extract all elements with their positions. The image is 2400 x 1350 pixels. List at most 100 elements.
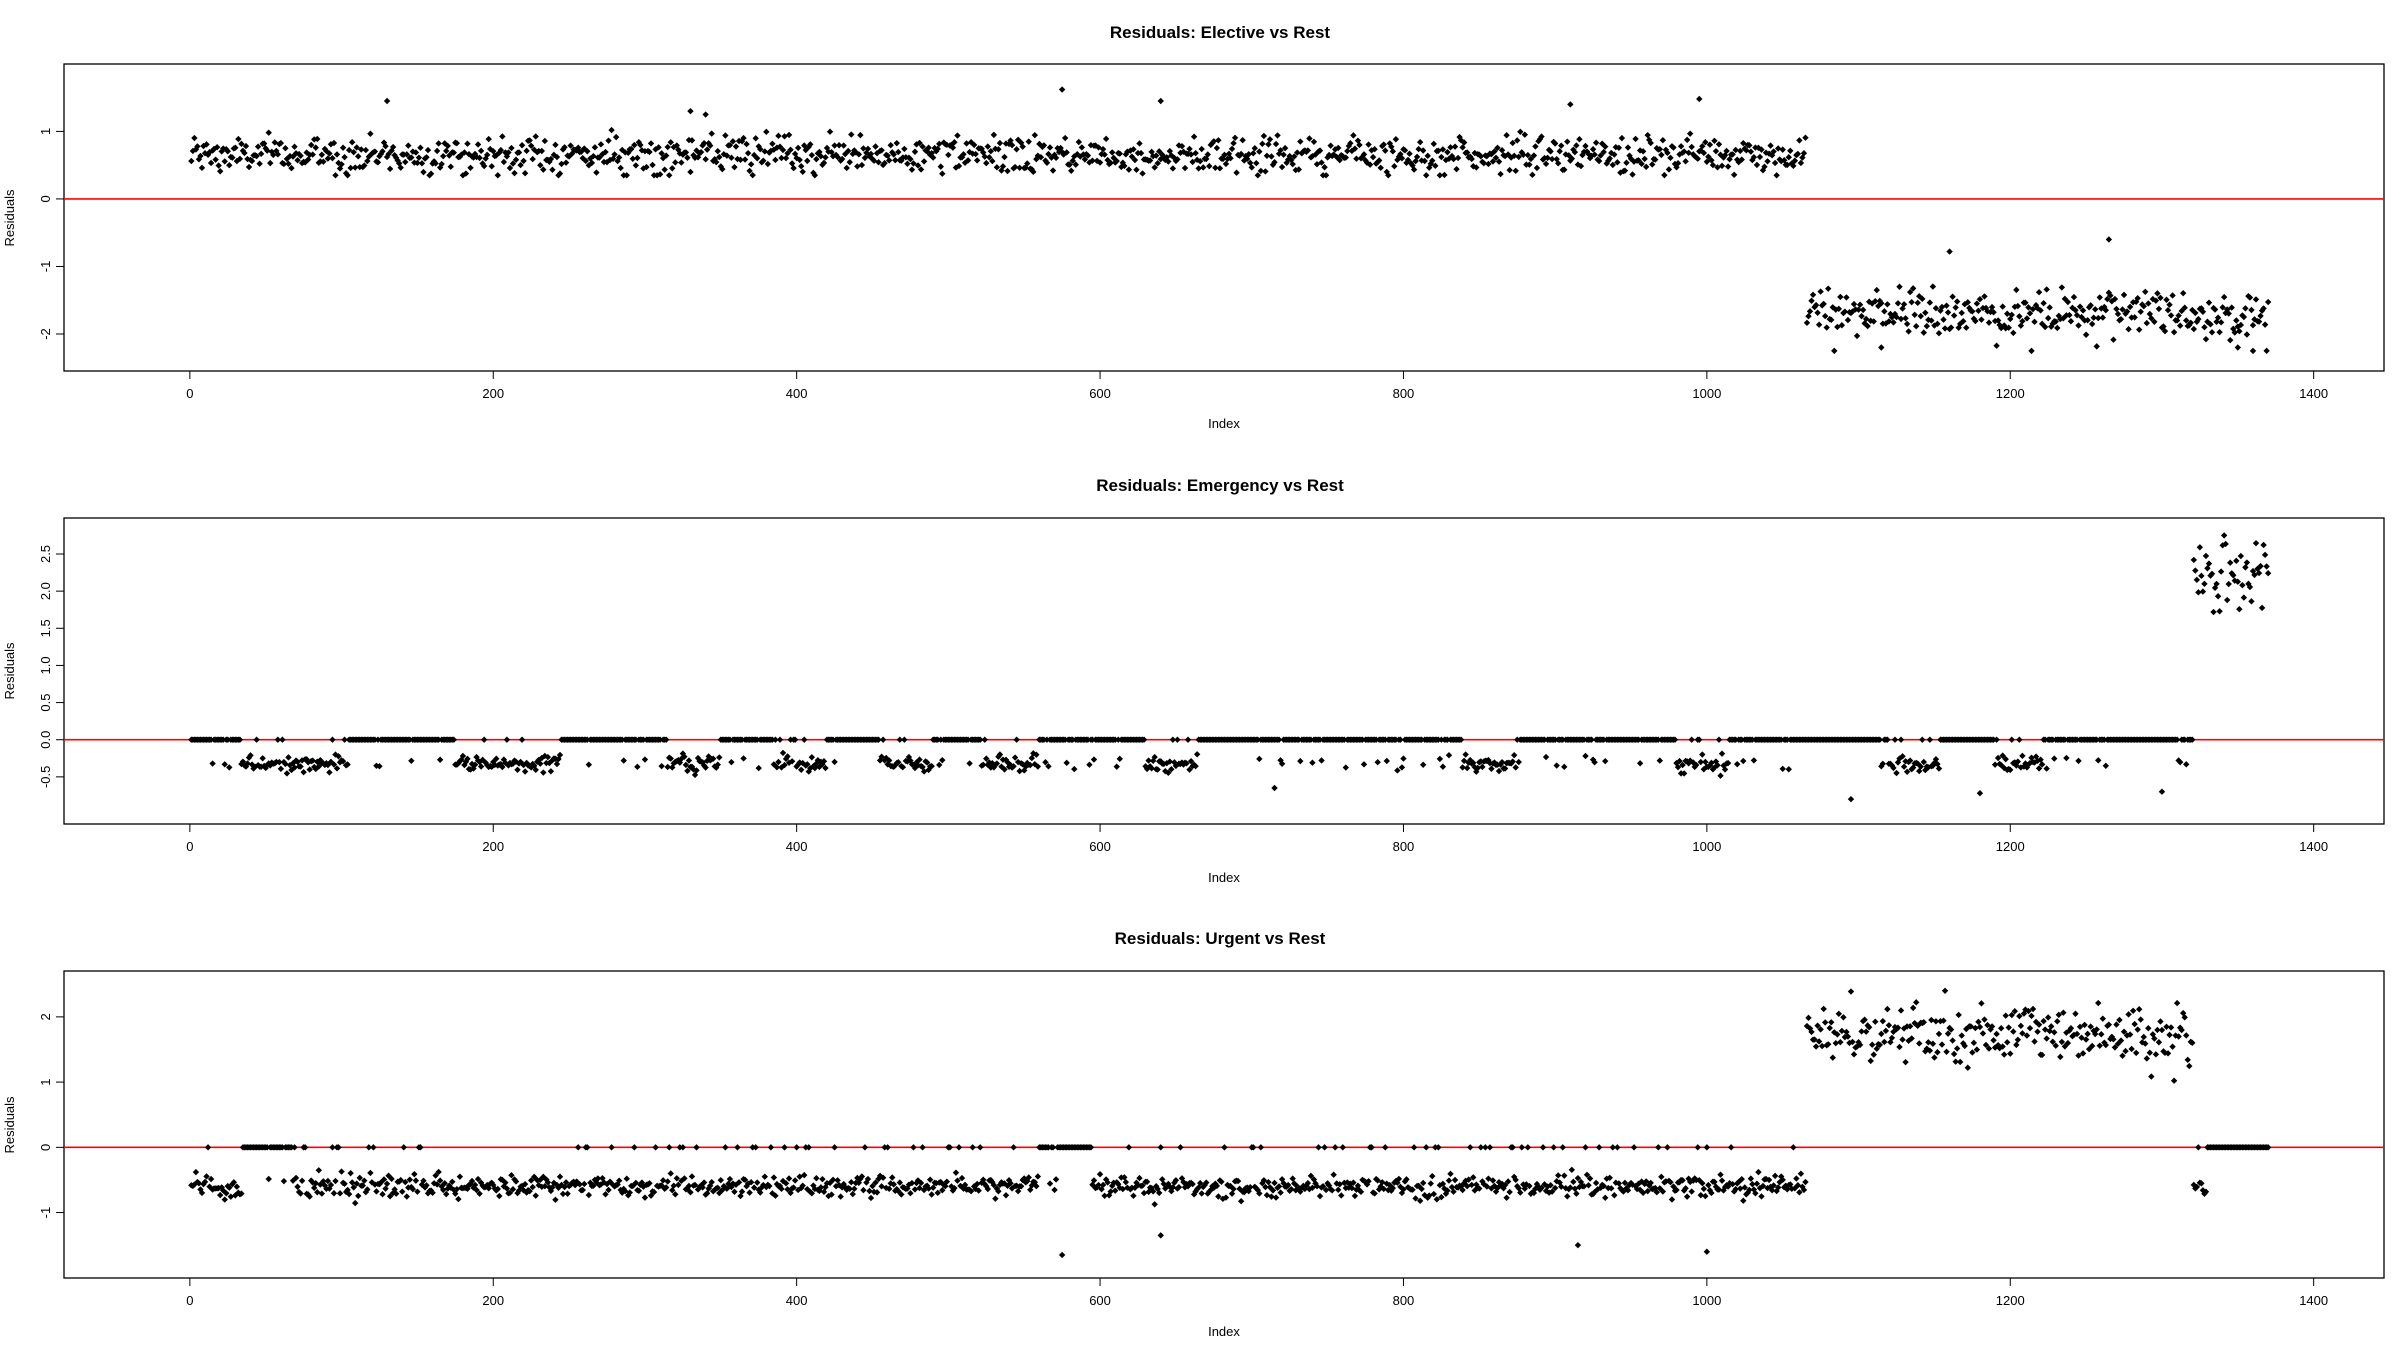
data-point [1919,295,1926,303]
data-point [1699,142,1706,150]
data-point [576,1181,583,1188]
data-point [923,148,931,155]
data-point [662,736,670,743]
data-point [1045,763,1052,770]
x-tick-label: 600 [1089,386,1111,401]
data-point [799,1182,806,1189]
data-point [1697,758,1704,766]
data-point [289,1177,297,1184]
data-point [547,768,555,775]
data-point [1345,142,1353,150]
data-point [1312,151,1319,158]
data-point [1779,765,1786,773]
data-point [597,1181,605,1188]
data-point [2058,284,2066,291]
data-point [2264,298,2272,306]
data-point [355,1192,362,1200]
data-point [1615,144,1623,151]
data-point [1467,756,1474,764]
data-point [684,154,691,161]
data-point [1269,161,1277,168]
data-point [518,736,526,743]
data-point [854,163,861,170]
data-point [482,155,489,162]
data-point [2111,295,2119,303]
data-point [1922,1048,1929,1055]
data-point [1862,1028,1870,1035]
data-point [2167,312,2175,319]
data-point [561,144,568,151]
data-point [1394,1179,1401,1186]
data-point [1160,760,1167,768]
data-point [203,1173,210,1180]
data-point [2016,1012,2023,1020]
data-point [335,753,342,760]
data-point [1697,1191,1704,1199]
data-point [1116,150,1123,157]
data-point [641,1194,649,1201]
data-point [420,168,427,176]
data-point [1350,1179,1357,1186]
data-point [1806,308,1814,315]
data-point [687,107,694,115]
data-point [2183,761,2190,768]
data-point [1014,136,1022,143]
data-point [2052,318,2059,325]
data-point [1429,157,1436,164]
data-point [849,1190,856,1198]
data-point [1095,144,1102,151]
data-point [1797,1170,1805,1177]
data-point [970,141,978,149]
data-point [1268,1193,1275,1200]
data-point [1031,1179,1039,1186]
data-point [1451,1176,1459,1184]
data-point [1679,1177,1686,1184]
data-point [344,761,351,768]
data-point [1303,1182,1310,1189]
data-point [464,140,471,147]
data-point [447,163,454,170]
data-point [1774,145,1782,152]
data-point [1488,1185,1495,1192]
x-tick-label: 200 [482,1293,504,1308]
data-point [611,151,618,158]
data-point [1600,148,1607,156]
x-tick-label: 800 [1393,839,1415,854]
data-point [685,136,693,144]
data-point [1236,152,1243,159]
data-point [2243,331,2251,338]
data-point [776,736,784,743]
data-point [2207,321,2214,328]
data-point [462,758,470,765]
data-point [304,156,312,163]
data-point [291,143,298,150]
data-point [1189,1180,1196,1188]
data-point [1488,765,1495,772]
data-point [776,1182,784,1190]
data-point [1993,736,2000,743]
data-point [1811,303,1818,311]
data-point [1410,1144,1418,1151]
data-point [2057,1053,2064,1061]
y-tick-label: 1.0 [38,656,53,674]
data-point [1735,158,1742,166]
data-point [2105,1021,2113,1028]
data-point [2076,1023,2084,1031]
data-point [1415,145,1422,153]
data-point [1253,159,1260,167]
data-point [1339,1144,1346,1151]
data-point [796,759,803,766]
data-point [2117,316,2125,323]
data-point [1570,1178,1577,1186]
data-point [505,149,512,156]
data-point [292,1174,300,1182]
data-point [920,768,928,775]
data-point [2231,577,2238,584]
data-point [1027,761,1034,769]
data-point [274,736,282,743]
data-point [297,152,304,159]
data-point [1598,140,1606,147]
data-point [1999,752,2006,759]
data-point [373,1188,380,1195]
data-point [840,1180,847,1188]
